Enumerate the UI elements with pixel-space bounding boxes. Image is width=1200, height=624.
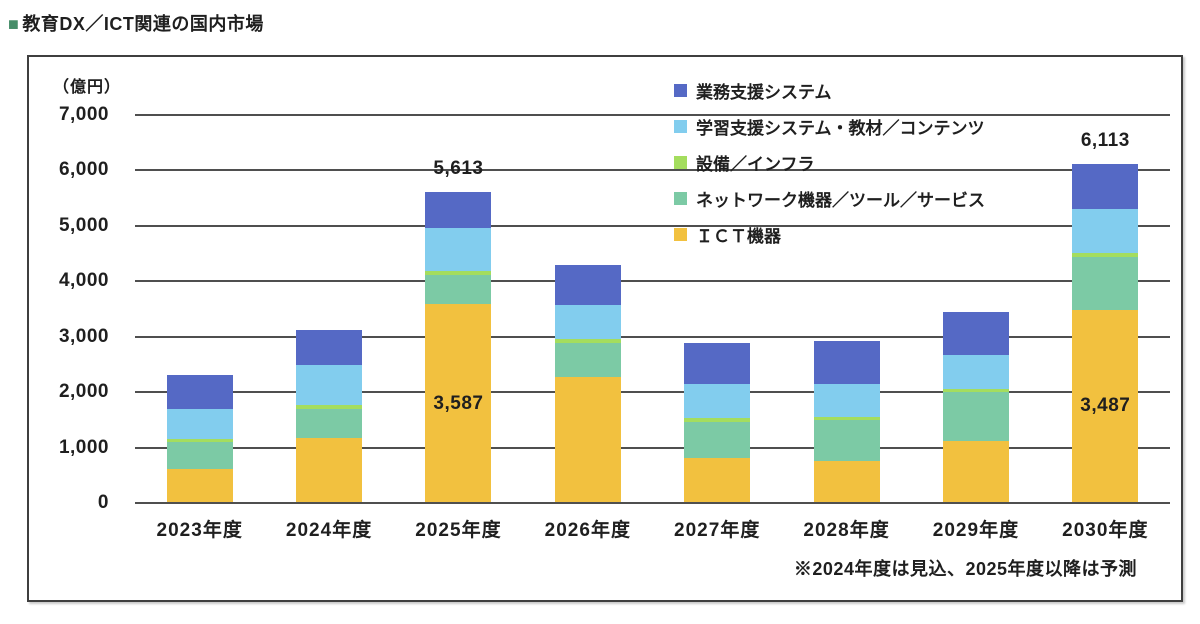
chart-footnote: ※2024年度は見込、2025年度以降は予測 bbox=[793, 559, 1137, 579]
segment-value-label: 3,587 bbox=[433, 392, 484, 414]
bar-segment bbox=[1072, 309, 1139, 503]
y-tick-label: 3,000 bbox=[58, 325, 109, 347]
page-title-text: 教育DX／ICT関連の国内市場 bbox=[22, 14, 264, 34]
bar-segment bbox=[684, 343, 751, 384]
bar-segment bbox=[166, 442, 233, 470]
bar-segment bbox=[942, 441, 1009, 503]
bar-segment bbox=[166, 374, 233, 410]
legend-label: 学習支援システム・教材／コンテンツ bbox=[696, 118, 985, 138]
bar-segment bbox=[1072, 257, 1139, 310]
gridline bbox=[135, 280, 1170, 283]
title-bullet-icon: ■ bbox=[8, 14, 20, 34]
bar-segment bbox=[813, 417, 880, 421]
bar-segment bbox=[942, 355, 1009, 389]
page-title: ■ 教育DX／ICT関連の国内市場 bbox=[8, 10, 264, 36]
bar-segment bbox=[554, 342, 621, 378]
y-tick-label: 4,000 bbox=[58, 270, 109, 292]
legend-item: 設備／インフラ bbox=[674, 147, 985, 177]
bar-segment bbox=[813, 461, 880, 503]
legend-swatch-icon bbox=[674, 227, 687, 241]
bar-segment bbox=[296, 405, 363, 410]
legend-item: 学習支援システム・教材／コンテンツ bbox=[674, 111, 985, 141]
bar-segment bbox=[554, 339, 621, 343]
bar-segment bbox=[813, 383, 880, 418]
chart-legend: 業務支援システム学習支援システム・教材／コンテンツ 設備／インフラネットワーク機器… bbox=[674, 75, 985, 249]
gridline bbox=[135, 391, 1170, 394]
y-axis-unit-label: （億円） bbox=[53, 79, 122, 96]
x-tick-label: 2027年度 bbox=[674, 520, 761, 541]
gridline bbox=[135, 335, 1170, 338]
bar-segment bbox=[425, 271, 492, 276]
bar-segment bbox=[425, 228, 492, 272]
x-axis-line bbox=[135, 502, 1170, 504]
bar-segment bbox=[942, 388, 1009, 393]
x-tick-label: 2028年度 bbox=[803, 520, 890, 541]
bar-segment bbox=[166, 439, 233, 443]
bar-segment bbox=[554, 377, 621, 503]
y-tick-label: 5,000 bbox=[58, 214, 109, 236]
legend-item: 業務支援システム bbox=[674, 75, 985, 105]
bar-segment bbox=[1072, 209, 1139, 254]
bar-segment bbox=[166, 409, 233, 440]
bar-segment bbox=[554, 265, 621, 305]
bar-segment bbox=[296, 409, 363, 439]
bar-segment bbox=[425, 191, 492, 229]
legend-swatch-icon bbox=[674, 191, 687, 205]
x-tick-label: 2029年度 bbox=[932, 520, 1020, 541]
gridline bbox=[135, 169, 1170, 172]
legend-label: 業務支援システム bbox=[696, 82, 832, 102]
legend-item: ネットワーク機器／ツール／サービス bbox=[674, 183, 985, 213]
bar-segment bbox=[684, 422, 751, 458]
bar-segment bbox=[425, 304, 492, 503]
gridline bbox=[135, 114, 1170, 116]
y-tick-label: 0 bbox=[97, 492, 109, 513]
bar-total-label: 5,613 bbox=[433, 157, 484, 179]
y-tick-label: 7,000 bbox=[58, 104, 109, 125]
gridline bbox=[135, 446, 1170, 449]
bar-segment bbox=[166, 469, 233, 503]
bar-segment bbox=[296, 438, 363, 503]
bar-segment bbox=[554, 304, 621, 340]
bar-segment bbox=[1072, 253, 1139, 258]
legend-swatch-icon bbox=[674, 83, 687, 97]
gridline bbox=[135, 224, 1170, 227]
bar-segment bbox=[813, 340, 880, 384]
bar-total-label: 6,113 bbox=[1080, 130, 1130, 152]
bar-segment bbox=[813, 420, 880, 462]
bar-segment bbox=[942, 311, 1009, 355]
bar-segment bbox=[684, 457, 751, 503]
legend-label: 設備／インフラ bbox=[696, 154, 815, 174]
bar-segment bbox=[684, 418, 751, 423]
legend-swatch-icon bbox=[674, 155, 687, 169]
legend-label: ネットワーク機器／ツール／サービス bbox=[696, 190, 985, 210]
bar-segment bbox=[296, 329, 363, 365]
chart-frame: 0 1,000 2,000 3,000 4,000 5,000 6,000 7,000 2023… bbox=[27, 55, 1183, 602]
x-tick-label: 2024年度 bbox=[285, 520, 373, 541]
x-tick-label: 2026年度 bbox=[544, 520, 631, 541]
legend-swatch-icon bbox=[674, 119, 687, 133]
bar-segment bbox=[942, 392, 1009, 442]
legend-item: ＩＣＴ機器 bbox=[674, 219, 985, 249]
segment-value-label: 3,487 bbox=[1080, 395, 1131, 417]
plot-area: 0 1,000 2,000 3,000 4,000 5,000 6,000 7,000 2023… bbox=[29, 57, 1181, 600]
x-tick-label: 2030年度 bbox=[1062, 520, 1149, 541]
legend-label: ＩＣＴ機器 bbox=[696, 226, 781, 246]
x-tick-label: 2025年度 bbox=[415, 520, 502, 541]
bar-segment bbox=[684, 383, 751, 419]
y-tick-label: 2,000 bbox=[58, 381, 109, 403]
x-tick-label: 2023年度 bbox=[156, 520, 243, 541]
bar-segment bbox=[425, 275, 492, 305]
bar-segment bbox=[1072, 164, 1139, 210]
bar-segment bbox=[296, 364, 363, 406]
y-tick-label: 1,000 bbox=[58, 436, 109, 458]
y-tick-label: 6,000 bbox=[58, 159, 109, 181]
